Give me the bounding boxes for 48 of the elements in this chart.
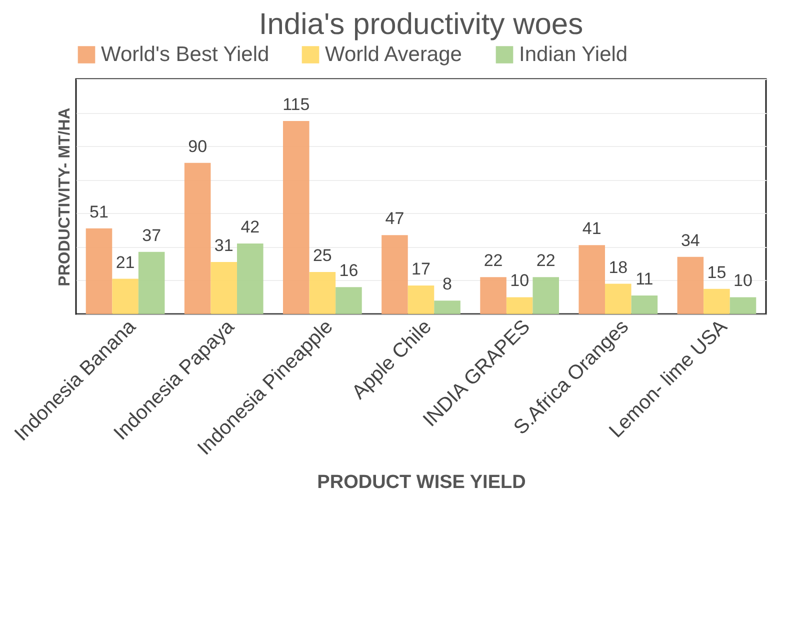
bar — [730, 297, 756, 314]
data-label: 37 — [142, 226, 162, 245]
legend-label: World Average — [325, 42, 462, 66]
bar — [605, 284, 632, 314]
data-label: 22 — [484, 251, 503, 270]
bar — [112, 278, 138, 314]
bar — [704, 288, 730, 314]
bar — [480, 277, 506, 314]
legend-label: World's Best Yield — [101, 42, 270, 66]
bar — [578, 245, 605, 314]
data-label: 8 — [442, 274, 452, 294]
bar — [532, 277, 559, 314]
bar — [184, 162, 211, 314]
bar — [138, 252, 165, 314]
data-label: 51 — [90, 202, 108, 222]
bar — [506, 297, 533, 314]
data-label: 34 — [680, 230, 700, 250]
data-label: 11 — [636, 270, 654, 289]
bar — [434, 300, 460, 314]
bar — [210, 262, 237, 314]
bar — [283, 120, 310, 314]
chart-title: India's productivity woes — [258, 8, 584, 41]
y-axis-title: PRODUCTIVITY- MT/HA — [56, 107, 74, 286]
data-label: 21 — [116, 252, 135, 272]
bar — [86, 228, 112, 314]
data-label: 31 — [214, 236, 234, 255]
data-label: 47 — [385, 209, 404, 228]
bar — [336, 287, 362, 314]
data-label: 90 — [188, 136, 208, 156]
data-label: 42 — [240, 218, 260, 236]
data-label: 10 — [734, 271, 752, 290]
bar — [408, 285, 434, 314]
bar — [677, 256, 704, 314]
data-label: 17 — [412, 259, 430, 278]
legend-label: Indian Yield — [519, 42, 628, 66]
data-label: 10 — [510, 271, 530, 290]
data-label: 16 — [339, 261, 358, 280]
data-label: 22 — [536, 251, 556, 270]
data-label: 41 — [582, 219, 602, 238]
data-label: 15 — [707, 262, 726, 282]
data-label: 18 — [608, 258, 628, 277]
bar — [382, 235, 408, 314]
data-label: 115 — [282, 94, 310, 114]
bar — [309, 272, 336, 314]
bar — [237, 244, 264, 314]
data-label: 25 — [312, 246, 332, 266]
bar — [631, 296, 658, 314]
x-axis-title: PRODUCT WISE YIELD — [317, 472, 526, 493]
